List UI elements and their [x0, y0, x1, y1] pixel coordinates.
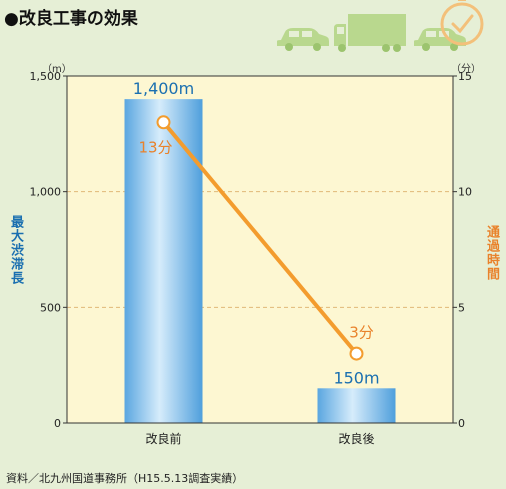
page-title: ●改良工事の効果 [4, 9, 138, 29]
bar-value-label: 150m [333, 368, 379, 387]
right-tick-label: 0 [458, 417, 465, 430]
source-note: 資料／北九州国道事務所（H15.5.13調査実績） [6, 472, 244, 485]
series-line [161, 120, 359, 355]
car-icon [414, 28, 466, 51]
bar-value-label: 1,400m [133, 79, 194, 98]
x-category-label: 改良前 [145, 431, 181, 446]
right-tick-label: 10 [458, 186, 472, 199]
line-point [156, 115, 171, 130]
line-point [349, 346, 364, 361]
truck-icon [334, 14, 406, 52]
left-axis-unit: （m） [42, 64, 72, 75]
left-tick-label: 500 [40, 301, 61, 314]
left-tick-label: 1,500 [30, 70, 62, 83]
car-icon [277, 28, 329, 51]
line-value-label: 3分 [349, 324, 374, 342]
left-tick-label: 1,000 [30, 186, 62, 199]
right-tick-label: 5 [458, 301, 465, 314]
x-category-label: 改良後 [338, 431, 374, 446]
right-axis-unit: （分） [451, 64, 481, 75]
clock-icon [440, 0, 484, 46]
header-illustration [277, 0, 484, 52]
line-value-label: 13分 [138, 138, 172, 156]
left-tick-label: 0 [54, 417, 61, 430]
right-tick-label: 15 [458, 70, 472, 83]
bar [317, 388, 396, 423]
left-axis-label: 最大渋滞長 [8, 215, 23, 285]
right-axis-label: 通過時間 [484, 225, 499, 281]
